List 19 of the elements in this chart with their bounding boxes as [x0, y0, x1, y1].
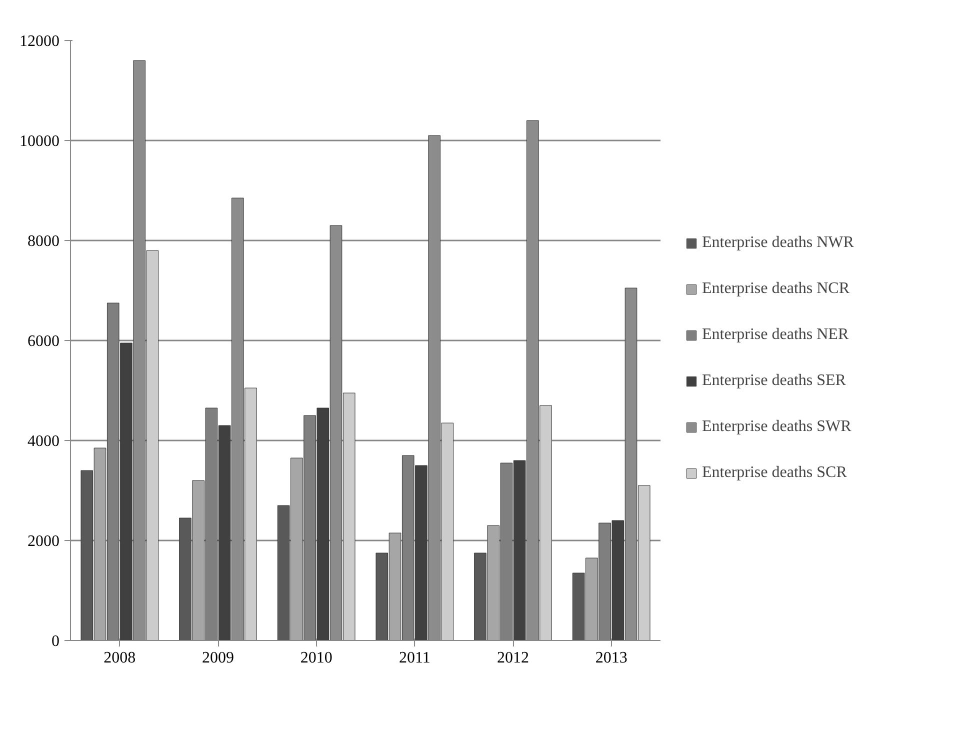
x-tick-label: 2011: [398, 650, 430, 666]
y-tick-label: 4000: [28, 433, 60, 450]
y-tick-label: 10000: [20, 133, 60, 150]
x-tick-label: 2009: [202, 650, 234, 666]
y-tick-label: 6000: [28, 333, 60, 350]
legend-label: Enterprise deaths SER: [702, 372, 846, 390]
x-tick-label: 2010: [300, 650, 332, 666]
legend-label: Enterprise deaths SCR: [702, 464, 847, 482]
y-tick-label: 0: [52, 633, 60, 650]
y-tick-label: 12000: [20, 33, 60, 50]
y-tick-label: 2000: [28, 533, 60, 550]
x-tick-label: 2012: [497, 650, 529, 666]
y-tick-label: 8000: [28, 233, 60, 250]
legend-label: Enterprise deaths NWR: [702, 234, 854, 252]
legend-label: Enterprise deaths NCR: [702, 280, 850, 298]
x-tick-label: 2008: [104, 650, 136, 666]
legend-label: Enterprise deaths NER: [702, 326, 849, 344]
legend-label: Enterprise deaths SWR: [702, 418, 852, 436]
x-tick-label: 2013: [595, 650, 628, 666]
